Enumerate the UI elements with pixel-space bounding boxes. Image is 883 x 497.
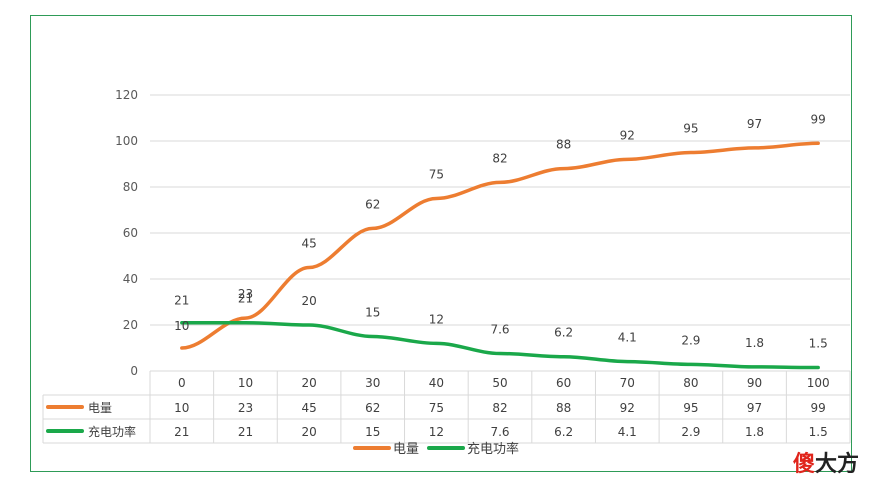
table-cell: 15	[365, 425, 380, 439]
table-cell: 7.6	[490, 425, 509, 439]
data-table: 0 10 20 30 40 50 60 70 80 90 100 电量 10 23 45 62 75 82 88 92…	[42, 371, 851, 444]
table-cell: 2.9	[681, 425, 700, 439]
y-tick-label: 40	[123, 272, 138, 286]
data-label: 92	[620, 128, 635, 142]
table-cell: 75	[429, 401, 444, 415]
table-cell: 82	[492, 401, 507, 415]
legend: 电量 充电功率	[353, 441, 519, 457]
data-label: 4.1	[618, 331, 637, 345]
x-tick-label: 70	[620, 376, 635, 390]
data-label: 88	[556, 138, 571, 152]
table-cell: 4.1	[618, 425, 637, 439]
table-cell: 92	[620, 401, 635, 415]
data-label: 20	[301, 294, 316, 308]
data-label: 7.6	[490, 323, 509, 337]
data-label: 95	[683, 122, 698, 136]
data-label: 45	[301, 237, 316, 251]
watermark-black: 大方	[815, 452, 860, 477]
x-tick-label: 60	[556, 376, 571, 390]
data-label: 82	[492, 151, 507, 165]
watermark-logo: 傻大方	[793, 446, 859, 478]
y-tick-label: 120	[115, 88, 138, 102]
table-cell: 21	[174, 425, 189, 439]
table-cell: 95	[683, 401, 698, 415]
table-series-name: 电量	[88, 401, 112, 415]
y-axis-ticks: 0 20 40 60 80 100 120	[115, 88, 138, 378]
data-label: 6.2	[554, 326, 573, 340]
data-label: 12	[429, 312, 444, 326]
x-tick-label: 30	[365, 376, 380, 390]
series-lines	[180, 141, 820, 370]
watermark-red: 傻	[793, 452, 816, 477]
table-cell: 1.5	[809, 425, 828, 439]
data-label: 97	[747, 117, 762, 131]
table-cell: 97	[747, 401, 762, 415]
chart-frame	[30, 15, 852, 472]
table-cell: 45	[301, 401, 316, 415]
series-line	[180, 141, 820, 350]
x-tick-label: 10	[238, 376, 253, 390]
data-label: 23	[238, 287, 253, 301]
data-label: 2.9	[681, 333, 700, 347]
x-tick-label: 80	[683, 376, 698, 390]
table-cell: 10	[174, 401, 189, 415]
series-line	[180, 320, 820, 370]
x-tick-label: 0	[178, 376, 186, 390]
x-tick-label: 40	[429, 376, 444, 390]
data-label: 10	[174, 319, 189, 333]
x-tick-label: 90	[747, 376, 762, 390]
data-labels: 10 23 45 62 75 82 88 92 95 97 99 21 21 20 15 12 7.6 6.2 4.…	[174, 112, 828, 350]
data-label: 75	[429, 168, 444, 182]
table-series-name: 充电功率	[88, 424, 136, 439]
data-label: 1.8	[745, 336, 764, 350]
legend-label: 充电功率	[467, 441, 519, 457]
x-tick-label: 100	[807, 376, 830, 390]
table-cell: 20	[301, 425, 316, 439]
x-tick-label: 50	[492, 376, 507, 390]
data-label: 21	[174, 294, 189, 308]
table-cell: 21	[238, 425, 253, 439]
table-cell: 23	[238, 401, 253, 415]
data-label: 1.5	[809, 337, 828, 351]
table-cell: 99	[811, 401, 826, 415]
y-tick-label: 80	[123, 180, 138, 194]
y-tick-label: 60	[123, 226, 138, 240]
table-cell: 1.8	[745, 425, 764, 439]
x-tick-label: 20	[301, 376, 316, 390]
data-label: 99	[811, 112, 826, 126]
table-cell: 88	[556, 401, 571, 415]
data-label: 62	[365, 197, 380, 211]
table-cell: 62	[365, 401, 380, 415]
y-tick-label: 100	[115, 134, 138, 148]
data-label: 15	[365, 306, 380, 320]
legend-label: 电量	[393, 442, 419, 457]
y-tick-label: 0	[130, 364, 138, 378]
y-tick-label: 20	[123, 318, 138, 332]
table-cell: 6.2	[554, 425, 573, 439]
table-cell: 12	[429, 425, 444, 439]
data-label: 21	[238, 292, 253, 306]
